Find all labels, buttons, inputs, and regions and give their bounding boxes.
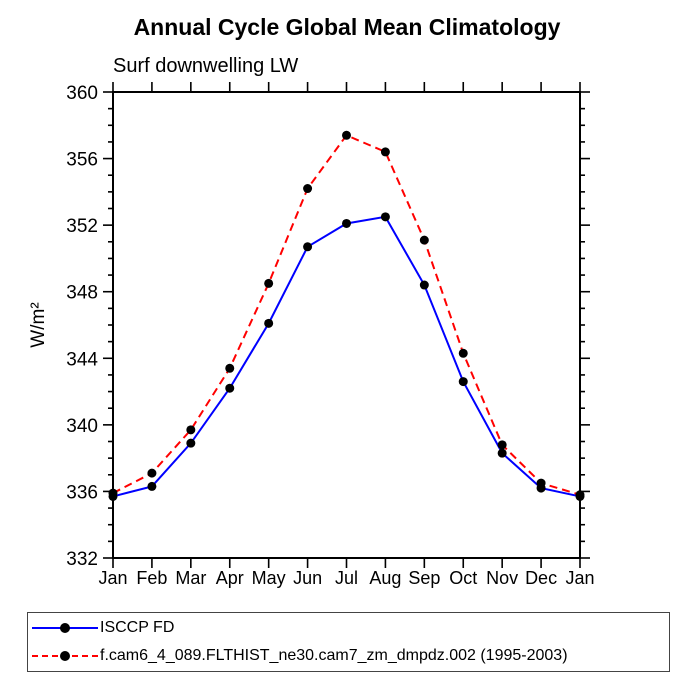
legend-label: ISCCP FD [100,619,175,636]
x-tick-label: Nov [486,568,518,588]
x-tick-label: Dec [525,568,557,588]
legend-label: f.cam6_4_089.FLTHIST_ne30.cam7_zm_dmpdz.… [100,647,568,664]
y-tick-label: 340 [66,416,98,437]
series-line-isccp-fd [112,215,581,498]
data-point-marker [225,383,235,393]
data-point-marker [458,377,468,387]
data-point-marker [225,363,235,373]
series-line-f-cam6-4-089-flthist-ne30-cam7 [112,134,581,496]
y-tick-label: 356 [66,150,98,171]
data-point-marker [264,318,274,328]
data-point-marker [575,490,585,500]
x-tick-label: May [252,568,286,588]
y-tick-label: 336 [66,482,98,503]
data-point-marker [303,242,313,252]
legend-item-model-run: f.cam6_4_089.FLTHIST_ne30.cam7_zm_dmpdz.… [32,643,669,669]
data-point-marker [303,184,313,194]
x-tick-label: Sep [408,568,440,588]
data-point-marker [458,348,468,358]
chart-legend: ISCCP FD f.cam6_4_089.FLTHIST_ne30.cam7_… [27,612,670,672]
data-point-marker [147,468,157,478]
y-tick-label: 360 [66,83,98,104]
x-tick-label: Jul [335,568,358,588]
annual-cycle-line-chart: 332 336 340 344 348 352 356 360 Jan Feb Mar Apr May J… [28,82,595,588]
legend-line-sample [32,651,98,661]
data-point-marker [380,147,390,157]
data-point-marker [497,448,507,458]
data-point-marker [497,440,507,450]
y-axis-label: W/m² [28,302,49,347]
x-tick-label: Feb [136,568,167,588]
x-tick-label: Aug [369,568,401,588]
legend-line-sample [32,623,98,633]
marker-dot-icon [60,651,70,661]
y-tick-label: 332 [66,549,98,570]
marker-dot-icon [60,623,70,633]
legend-item-isccp-fd: ISCCP FD [32,615,669,641]
x-tick-label: Jun [293,568,322,588]
chart-subtitle: Surf downwelling LW [113,55,299,77]
data-point-marker [342,218,351,228]
data-point-marker [419,280,429,290]
x-tick-label: Jan [98,568,127,588]
x-tick-label: Mar [175,568,206,588]
data-point-marker [147,481,157,491]
data-point-marker [419,235,429,245]
x-tick-label: Jan [565,568,594,588]
x-tick-label: Apr [216,568,244,588]
data-point-marker [186,438,196,448]
plot-frame [112,91,581,559]
data-point-marker [342,130,351,140]
y-tick-label: 352 [66,216,98,237]
chart-title: Annual Cycle Global Mean Climatology [133,14,561,40]
data-point-marker [108,488,118,498]
data-point-marker [264,278,274,288]
x-tick-label: Oct [449,568,477,588]
y-tick-label: 348 [66,283,98,304]
data-point-marker [380,212,390,222]
y-tick-label: 344 [66,349,98,370]
data-point-marker [536,478,546,488]
data-point-marker [186,425,196,435]
